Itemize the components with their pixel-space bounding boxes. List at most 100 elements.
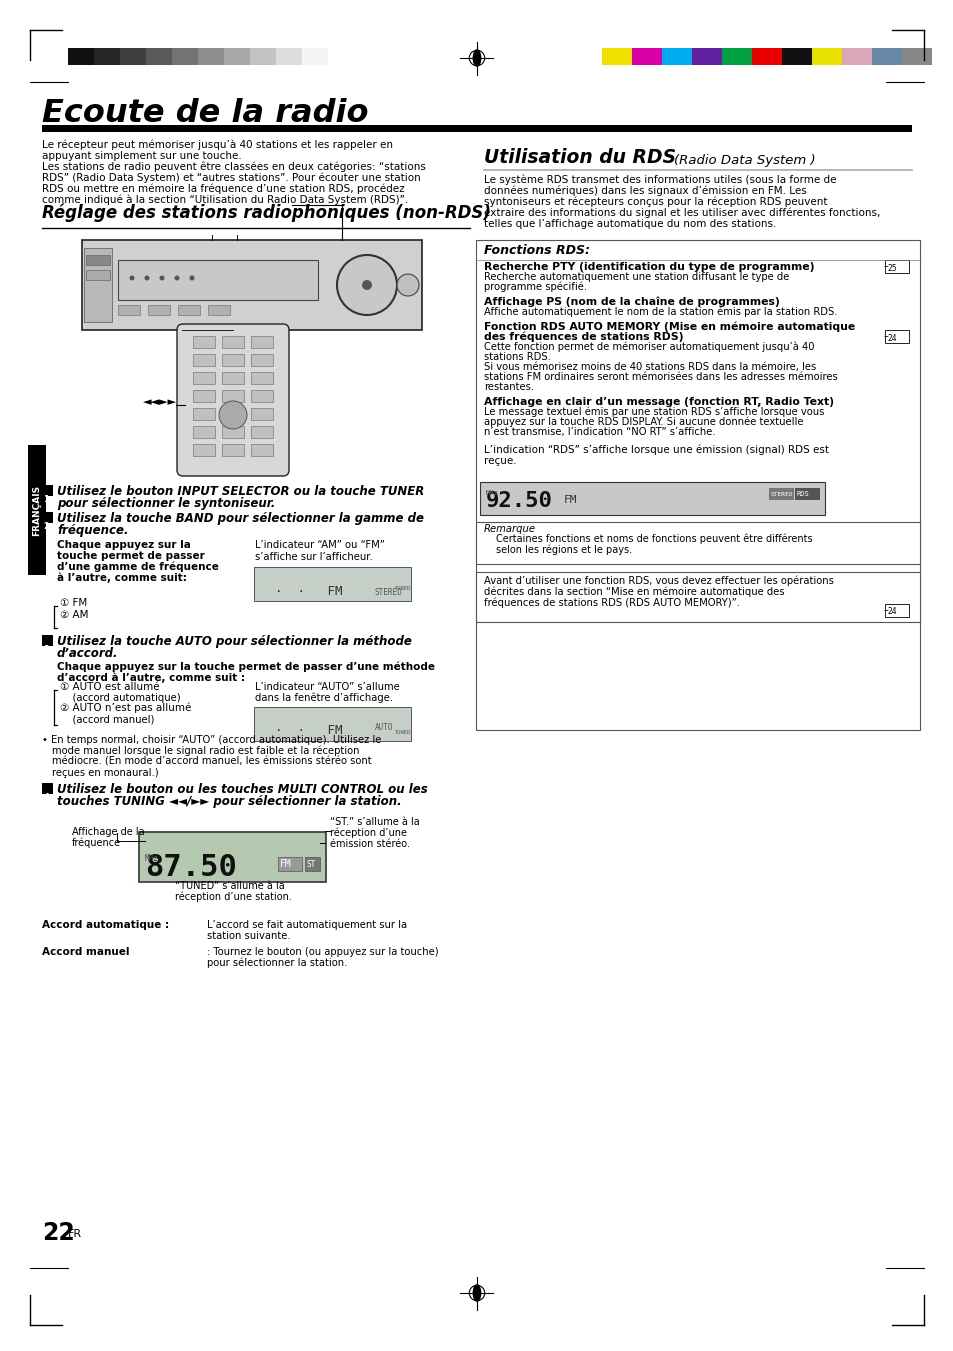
Text: L’indicateur “AUTO” s’allume: L’indicateur “AUTO” s’allume: [254, 682, 399, 692]
Text: L’accord se fait automatiquement sur la: L’accord se fait automatiquement sur la: [207, 920, 407, 929]
Bar: [601, 49, 631, 65]
Text: 87.50: 87.50: [145, 852, 236, 882]
Bar: [193, 372, 214, 384]
Circle shape: [159, 276, 164, 281]
Text: appuyez sur la touche RDS DISPLAY. Si aucune donnée textuelle: appuyez sur la touche RDS DISPLAY. Si au…: [483, 416, 802, 427]
Bar: [661, 49, 691, 65]
Text: MHz: MHz: [485, 490, 498, 496]
Bar: [305, 857, 319, 871]
Text: Les stations de radio peuvent être classées en deux catégories: “stations: Les stations de radio peuvent être class…: [42, 162, 425, 172]
Text: station suivante.: station suivante.: [207, 931, 291, 942]
Bar: [118, 259, 317, 300]
Text: touches TUNING ◄◄/►► pour sélectionner la station.: touches TUNING ◄◄/►► pour sélectionner l…: [57, 794, 401, 808]
Text: FM: FM: [280, 859, 292, 869]
Bar: [68, 49, 94, 65]
Text: restantes.: restantes.: [483, 382, 534, 392]
Text: réception d’une station.: réception d’une station.: [174, 892, 292, 902]
Bar: [28, 444, 46, 576]
Text: Accord manuel: Accord manuel: [42, 947, 130, 957]
Ellipse shape: [472, 1285, 481, 1302]
Bar: [208, 305, 230, 315]
Text: Le système RDS transmet des informations utiles (sous la forme de: Le système RDS transmet des informations…: [483, 174, 836, 185]
Text: RDS ou mettre en mémoire la fréquence d’une station RDS, procédez: RDS ou mettre en mémoire la fréquence d’…: [42, 184, 404, 195]
Bar: [721, 49, 751, 65]
Text: RDS” (Radio Data System) et “autres stations”. Pour écouter une station: RDS” (Radio Data System) et “autres stat…: [42, 173, 420, 182]
Text: FR: FR: [68, 1229, 82, 1239]
Bar: [631, 49, 661, 65]
Text: 24: 24: [887, 334, 897, 343]
Bar: [86, 270, 110, 280]
Text: FM: FM: [563, 494, 577, 505]
Bar: [178, 305, 200, 315]
Text: RDS: RDS: [796, 490, 809, 497]
Circle shape: [219, 401, 247, 430]
Circle shape: [144, 276, 150, 281]
Ellipse shape: [472, 49, 481, 66]
Text: mode manuel lorsque le signal radio est faible et la réception: mode manuel lorsque le signal radio est …: [52, 746, 359, 757]
Bar: [193, 354, 214, 366]
Text: Utilisez le bouton INPUT SELECTOR ou la touche TUNER: Utilisez le bouton INPUT SELECTOR ou la …: [57, 485, 424, 499]
FancyBboxPatch shape: [139, 832, 326, 882]
Bar: [193, 336, 214, 349]
FancyBboxPatch shape: [177, 324, 289, 476]
Text: Utilisez la touche BAND pour sélectionner la gamme de: Utilisez la touche BAND pour sélectionne…: [57, 512, 423, 526]
Bar: [120, 49, 146, 65]
Bar: [751, 49, 781, 65]
Text: 2: 2: [44, 521, 50, 531]
Bar: [251, 444, 273, 457]
Bar: [871, 49, 901, 65]
Bar: [222, 426, 244, 438]
Text: extraire des informations du signal et les utiliser avec différentes fonctions,: extraire des informations du signal et l…: [483, 208, 880, 218]
Text: dans la fenêtre d’affichage.: dans la fenêtre d’affichage.: [254, 693, 393, 703]
Text: 24: 24: [887, 607, 897, 616]
Bar: [222, 372, 244, 384]
Text: 25: 25: [887, 263, 897, 273]
Text: –: –: [883, 331, 888, 340]
FancyBboxPatch shape: [884, 259, 908, 273]
Bar: [768, 488, 793, 500]
Text: appuyant simplement sur une touche.: appuyant simplement sur une touche.: [42, 151, 241, 161]
Text: (accord automatique): (accord automatique): [60, 693, 180, 703]
FancyBboxPatch shape: [476, 240, 919, 730]
Text: Utilisation du RDS: Utilisation du RDS: [483, 149, 676, 168]
Text: ① FM: ① FM: [60, 598, 87, 608]
Text: L’indication “RDS” s’affiche lorsque une émission (signal) RDS est: L’indication “RDS” s’affiche lorsque une…: [483, 444, 828, 455]
FancyBboxPatch shape: [476, 521, 919, 563]
Bar: [193, 390, 214, 403]
Bar: [193, 426, 214, 438]
Bar: [193, 408, 214, 420]
Bar: [148, 305, 170, 315]
Text: médiocre. (En mode d’accord manuel, les émissions stéréo sont: médiocre. (En mode d’accord manuel, les …: [52, 757, 372, 767]
Text: données numériques) dans les signaux d’émission en FM. Les: données numériques) dans les signaux d’é…: [483, 185, 806, 196]
Text: FRANÇAIS: FRANÇAIS: [32, 485, 42, 535]
Text: Chaque appuyez sur la: Chaque appuyez sur la: [57, 540, 191, 550]
Bar: [222, 354, 244, 366]
Text: Affichage de la: Affichage de la: [71, 827, 145, 838]
Text: ►►: ►►: [159, 397, 179, 407]
Text: d’accord à l’autre, comme suit :: d’accord à l’autre, comme suit :: [57, 673, 245, 684]
Text: Ecoute de la radio: Ecoute de la radio: [42, 99, 368, 128]
Text: ·  ·   FM: · · FM: [260, 585, 342, 598]
Bar: [42, 485, 53, 496]
Text: touche permet de passer: touche permet de passer: [57, 551, 205, 561]
Text: 22: 22: [42, 1221, 74, 1246]
Text: AUTO: AUTO: [375, 723, 393, 732]
Bar: [794, 488, 820, 500]
Text: 3: 3: [44, 644, 50, 654]
Circle shape: [174, 276, 179, 281]
Circle shape: [130, 276, 134, 281]
Text: Réglage des stations radiophoniques (non-RDS): Réglage des stations radiophoniques (non…: [42, 204, 491, 222]
Bar: [781, 49, 811, 65]
Text: –: –: [883, 605, 888, 615]
Bar: [222, 444, 244, 457]
Text: pour sélectionner la station.: pour sélectionner la station.: [207, 958, 347, 969]
Text: ◄◄: ◄◄: [143, 397, 160, 407]
Bar: [146, 49, 172, 65]
Text: programme spécifié.: programme spécifié.: [483, 281, 586, 292]
Bar: [94, 49, 120, 65]
Text: à l’autre, comme suit:: à l’autre, comme suit:: [57, 573, 187, 584]
Bar: [172, 49, 198, 65]
Text: Remarque: Remarque: [483, 524, 536, 534]
Text: n’est transmise, l’indication “NO RT” s’affiche.: n’est transmise, l’indication “NO RT” s’…: [483, 427, 715, 436]
Text: fréquence.: fréquence.: [57, 524, 129, 536]
